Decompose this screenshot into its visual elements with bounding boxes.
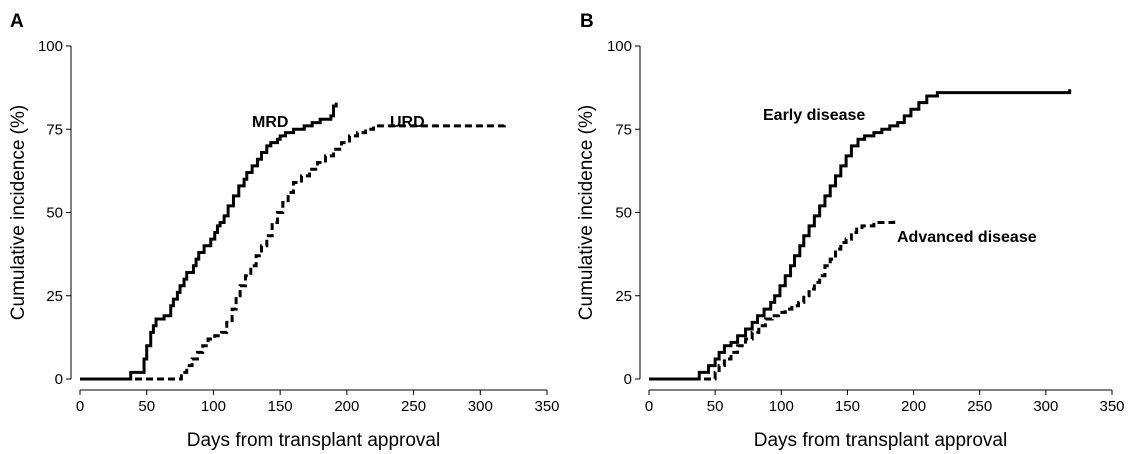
- x-tick-label: 100: [769, 398, 794, 415]
- x-tick-label: 350: [1099, 398, 1124, 415]
- x-axis-title: Days from transplant approval: [754, 430, 1007, 451]
- y-tick-label: 100: [607, 38, 632, 55]
- y-axis-title: Cumulative incidence (%): [8, 105, 29, 320]
- panel-a: A 0 25 50 75 100 0 50 100 150 200 250 300 350 Days fro…: [8, 11, 560, 451]
- y-tick-label: 75: [46, 121, 63, 138]
- series-annotation: Early disease: [763, 107, 865, 124]
- x-tick-label: 250: [401, 398, 426, 415]
- series-annotation: Advanced disease: [897, 229, 1037, 246]
- y-tick-label: 50: [615, 205, 632, 222]
- x-tick-label: 250: [967, 398, 992, 415]
- x-tick-label: 0: [645, 398, 653, 415]
- series-annotation: MRD: [252, 114, 288, 131]
- x-tick-label: 150: [268, 398, 293, 415]
- y-tick-label: 0: [624, 371, 632, 388]
- series-line-urd: [80, 122, 506, 381]
- x-axis-title: Days from transplant approval: [187, 430, 440, 451]
- y-tick-label: 25: [46, 288, 63, 305]
- x-tick-label: 50: [138, 398, 155, 415]
- panel-b: B 0 25 50 75 100 0 50 100 150 200 250 300 350 Days fro…: [576, 11, 1125, 451]
- x-tick-label: 200: [901, 398, 926, 415]
- x-tick-label: 300: [468, 398, 493, 415]
- y-tick-label: 50: [46, 205, 63, 222]
- x-tick-label: 350: [534, 398, 559, 415]
- y-tick-label: 75: [615, 121, 632, 138]
- series-line-mrd: [80, 102, 338, 381]
- y-tick-label: 25: [615, 288, 632, 305]
- series-line-advanced-disease: [649, 219, 896, 381]
- series-line-early-disease: [649, 89, 1072, 381]
- x-tick-label: 0: [76, 398, 84, 415]
- panel-label: A: [10, 11, 24, 32]
- x-tick-label: 50: [707, 398, 724, 415]
- x-tick-label: 200: [334, 398, 359, 415]
- x-tick-label: 300: [1033, 398, 1058, 415]
- y-tick-label: 100: [38, 38, 63, 55]
- x-tick-label: 100: [201, 398, 226, 415]
- y-axis-title: Cumulative incidence (%): [576, 105, 597, 320]
- x-tick-label: 150: [835, 398, 860, 415]
- y-tick-label: 0: [55, 371, 63, 388]
- panel-label: B: [580, 11, 594, 32]
- series-annotation: URD: [390, 114, 425, 131]
